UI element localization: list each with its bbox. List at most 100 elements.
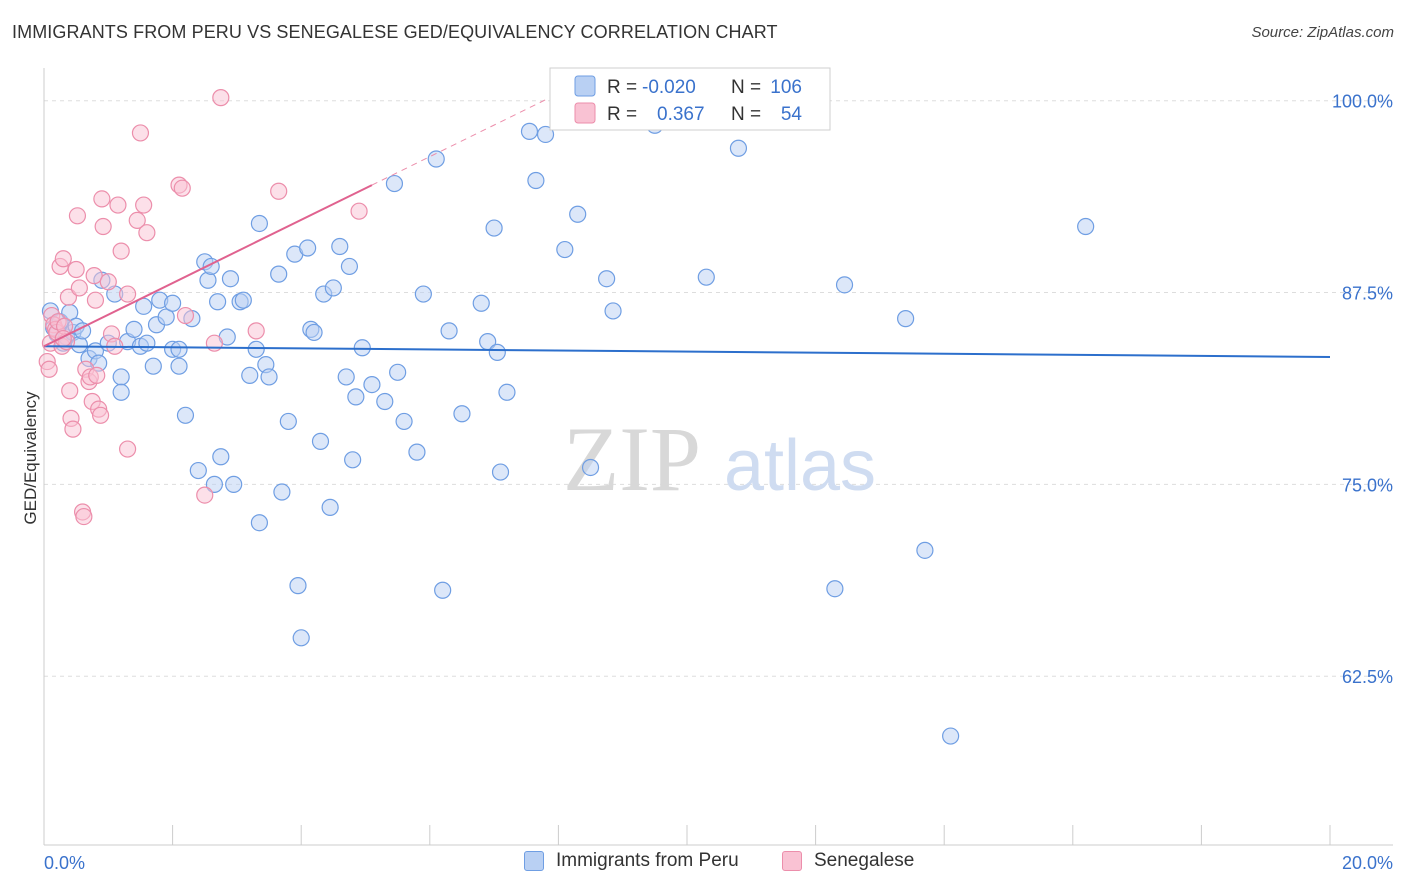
point-peru-45 bbox=[234, 291, 252, 309]
y-tick-label-0: 62.5% bbox=[1342, 667, 1393, 687]
watermark: ZIP atlas bbox=[563, 408, 876, 510]
point-peru-56 bbox=[289, 577, 307, 595]
chart-title: IMMIGRANTS FROM PERU VS SENEGALESE GED/E… bbox=[12, 22, 778, 42]
stats-legend: R = -0.020 N = 106 R = 0.367 N = 54 bbox=[549, 67, 831, 131]
point-peru-42 bbox=[221, 270, 240, 288]
point-senegalese-46 bbox=[176, 306, 195, 325]
legend-item-peru[interactable]: Immigrants from Peru bbox=[524, 850, 739, 872]
point-senegalese-32 bbox=[94, 217, 112, 236]
legend-label-peru: Immigrants from Peru bbox=[556, 850, 739, 871]
point-peru-97 bbox=[697, 268, 715, 286]
point-senegalese-30 bbox=[91, 406, 110, 424]
legend-r-value-senegalese: 0.367 bbox=[657, 104, 705, 125]
point-peru-61 bbox=[311, 432, 330, 450]
point-peru-30 bbox=[170, 340, 188, 358]
point-peru-18 bbox=[112, 383, 130, 401]
point-senegalese-37 bbox=[112, 242, 130, 260]
point-senegalese-43 bbox=[138, 224, 156, 242]
point-senegalese-14 bbox=[61, 382, 79, 400]
legend-swatch-peru-bottom bbox=[524, 851, 544, 871]
point-senegalese-39 bbox=[118, 440, 137, 458]
point-peru-71 bbox=[363, 376, 381, 394]
legend-swatch-senegalese-bottom bbox=[782, 851, 802, 871]
point-peru-68 bbox=[344, 451, 362, 469]
point-peru-24 bbox=[144, 357, 162, 375]
point-senegalese-40 bbox=[128, 211, 146, 229]
point-peru-48 bbox=[250, 214, 269, 233]
gridlines bbox=[44, 100, 1393, 677]
point-peru-79 bbox=[434, 581, 452, 599]
point-peru-74 bbox=[389, 363, 407, 381]
point-peru-67 bbox=[340, 257, 359, 276]
point-peru-52 bbox=[270, 265, 288, 283]
point-peru-91 bbox=[556, 240, 574, 259]
legend-item-senegalese[interactable]: Senegalese bbox=[782, 850, 914, 872]
point-peru-70 bbox=[353, 339, 371, 357]
point-peru-85 bbox=[488, 343, 506, 361]
legend-swatch-peru bbox=[574, 75, 596, 97]
legend-n-value-peru: 106 bbox=[770, 77, 802, 98]
point-peru-81 bbox=[453, 405, 471, 423]
point-peru-64 bbox=[324, 279, 342, 297]
point-peru-77 bbox=[414, 285, 432, 303]
point-peru-88 bbox=[520, 122, 539, 140]
point-peru-73 bbox=[385, 174, 404, 193]
point-peru-66 bbox=[337, 368, 355, 386]
point-peru-76 bbox=[408, 443, 426, 461]
x-tick-label-1: 20.0% bbox=[1342, 853, 1393, 873]
point-peru-98 bbox=[729, 139, 748, 157]
point-peru-99 bbox=[826, 580, 844, 598]
series-legend: Immigrants from Peru Senegalese bbox=[0, 850, 1406, 880]
point-peru-94 bbox=[598, 270, 616, 288]
legend-n-value-senegalese: 54 bbox=[781, 104, 803, 125]
point-senegalese-51 bbox=[270, 182, 288, 200]
axes bbox=[43, 68, 1393, 846]
series-senegalese-points bbox=[38, 89, 368, 526]
point-senegalese-48 bbox=[205, 334, 223, 352]
point-peru-69 bbox=[347, 388, 365, 406]
point-peru-104 bbox=[1077, 217, 1095, 236]
legend-r-label-peru: R = bbox=[607, 77, 637, 98]
point-senegalese-42 bbox=[135, 196, 153, 214]
point-peru-87 bbox=[498, 383, 516, 401]
point-peru-23 bbox=[138, 334, 156, 352]
point-peru-31 bbox=[170, 357, 188, 375]
point-senegalese-21 bbox=[75, 507, 93, 526]
point-senegalese-17 bbox=[67, 260, 85, 279]
legend-swatch-senegalese bbox=[574, 102, 596, 124]
legend-n-label-senegalese: N = bbox=[731, 104, 761, 125]
point-senegalese-47 bbox=[196, 486, 214, 504]
point-senegalese-50 bbox=[247, 322, 265, 340]
point-peru-100 bbox=[835, 276, 854, 294]
point-senegalese-52 bbox=[350, 202, 368, 220]
point-peru-89 bbox=[527, 171, 545, 190]
point-peru-102 bbox=[916, 541, 934, 559]
x-tick-label-0: 0.0% bbox=[44, 853, 85, 873]
point-senegalese-16 bbox=[64, 420, 82, 438]
point-senegalese-18 bbox=[68, 207, 87, 225]
point-peru-53 bbox=[273, 483, 291, 501]
trend-line-peru bbox=[43, 345, 1331, 358]
point-senegalese-1 bbox=[40, 360, 58, 378]
point-senegalese-33 bbox=[99, 273, 117, 291]
point-peru-39 bbox=[209, 293, 227, 311]
point-senegalese-38 bbox=[118, 285, 137, 303]
point-senegalese-41 bbox=[131, 124, 150, 142]
point-senegalese-19 bbox=[70, 279, 88, 297]
point-peru-84 bbox=[485, 219, 503, 237]
point-peru-72 bbox=[376, 392, 394, 411]
point-peru-49 bbox=[250, 514, 269, 532]
trend-line-senegalese bbox=[43, 184, 373, 348]
point-peru-46 bbox=[241, 366, 259, 384]
watermark-zip: ZIP bbox=[563, 408, 701, 510]
watermark-atlas: atlas bbox=[724, 426, 876, 506]
point-peru-17 bbox=[112, 368, 130, 386]
point-peru-101 bbox=[897, 310, 915, 328]
point-senegalese-31 bbox=[93, 190, 111, 208]
y-tick-label-3: 100.0% bbox=[1332, 92, 1393, 112]
point-peru-86 bbox=[491, 463, 510, 481]
point-peru-57 bbox=[292, 629, 310, 647]
point-peru-29 bbox=[164, 294, 182, 312]
legend-frame bbox=[549, 67, 831, 131]
point-senegalese-49 bbox=[212, 89, 230, 107]
